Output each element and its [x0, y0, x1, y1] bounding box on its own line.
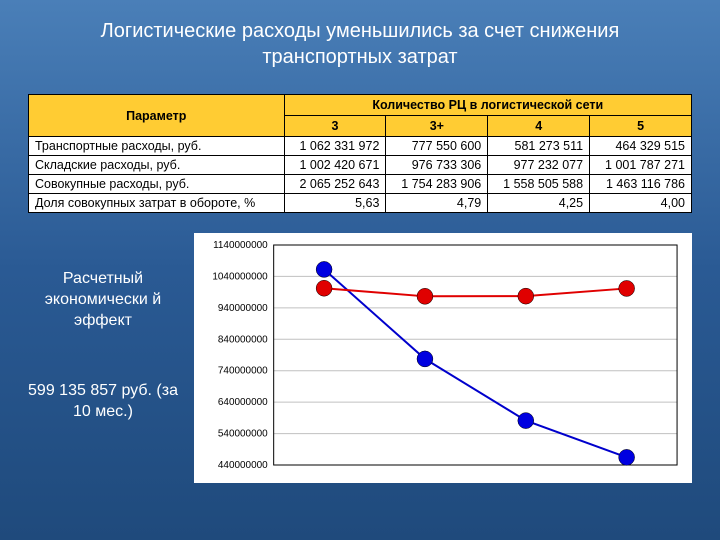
table-col-2: 4	[488, 116, 590, 137]
svg-text:840000000: 840000000	[218, 334, 268, 345]
table-header-param: Параметр	[29, 95, 285, 137]
row-label: Складские расходы, руб.	[29, 156, 285, 175]
cell: 1 558 505 588	[488, 175, 590, 194]
row-label: Транспортные расходы, руб.	[29, 137, 285, 156]
svg-text:640000000: 640000000	[218, 397, 268, 408]
row-label: Доля совокупных затрат в обороте, %	[29, 194, 285, 213]
effect-value: 599 135 857 руб. (за 10 мес.)	[28, 381, 178, 423]
cell: 777 550 600	[386, 137, 488, 156]
cell: 1 062 331 972	[284, 137, 386, 156]
cell: 1 001 787 271	[590, 156, 692, 175]
table-col-1: 3+	[386, 116, 488, 137]
table-row: Доля совокупных затрат в обороте, %5,634…	[29, 194, 692, 213]
cell: 1 463 116 786	[590, 175, 692, 194]
svg-text:1140000000: 1140000000	[213, 240, 268, 251]
table-col-3: 5	[590, 116, 692, 137]
effect-label: Расчетный экономически й эффект	[28, 269, 178, 331]
cell: 4,00	[590, 194, 692, 213]
effect-block: Расчетный экономически й эффект 599 135 …	[28, 233, 178, 423]
svg-text:940000000: 940000000	[218, 303, 268, 314]
table-col-0: 3	[284, 116, 386, 137]
table-row: Складские расходы, руб.1 002 420 671976 …	[29, 156, 692, 175]
row-label: Совокупные расходы, руб.	[29, 175, 285, 194]
svg-text:440000000: 440000000	[218, 460, 268, 471]
data-table: Параметр Количество РЦ в логистической с…	[28, 94, 692, 213]
cell: 464 329 515	[590, 137, 692, 156]
cell: 977 232 077	[488, 156, 590, 175]
svg-text:740000000: 740000000	[218, 366, 268, 377]
chart-svg: 440000000 540000000 640000000 740000000 8400…	[194, 233, 692, 483]
table-row: Транспортные расходы, руб.1 062 331 9727…	[29, 137, 692, 156]
data-table-container: Параметр Количество РЦ в логистической с…	[28, 94, 692, 213]
cell: 5,63	[284, 194, 386, 213]
table-body: Транспортные расходы, руб.1 062 331 9727…	[29, 137, 692, 213]
cell: 2 065 252 643	[284, 175, 386, 194]
cell: 4,25	[488, 194, 590, 213]
cell: 1 002 420 671	[284, 156, 386, 175]
table-row: Совокупные расходы, руб.2 065 252 6431 7…	[29, 175, 692, 194]
cell: 4,79	[386, 194, 488, 213]
cell: 1 754 283 906	[386, 175, 488, 194]
cell: 581 273 511	[488, 137, 590, 156]
svg-text:1040000000: 1040000000	[212, 271, 268, 282]
slide-title: Логистические расходы уменьшились за сче…	[0, 0, 720, 94]
svg-text:540000000: 540000000	[218, 429, 268, 440]
line-chart: 440000000 540000000 640000000 740000000 8400…	[194, 233, 692, 483]
table-header-group: Количество РЦ в логистической сети	[284, 95, 691, 116]
cell: 976 733 306	[386, 156, 488, 175]
